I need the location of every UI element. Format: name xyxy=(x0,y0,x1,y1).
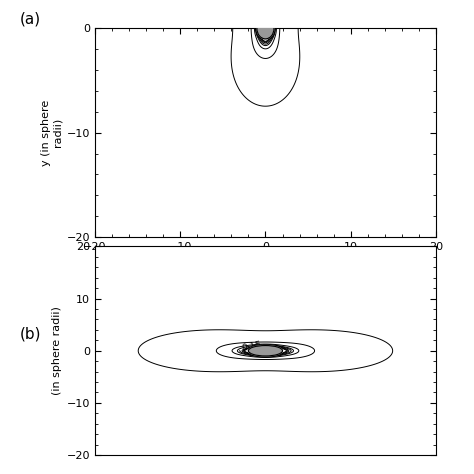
X-axis label: x (in sphere radii): x (in sphere radii) xyxy=(210,257,321,270)
Text: 0.15: 0.15 xyxy=(241,340,262,353)
Y-axis label: (in sphere radii): (in sphere radii) xyxy=(52,306,62,395)
Circle shape xyxy=(257,18,274,39)
Text: (a): (a) xyxy=(20,12,41,27)
Circle shape xyxy=(248,346,283,356)
Text: (b): (b) xyxy=(20,327,41,342)
Y-axis label: y (in sphere
radii): y (in sphere radii) xyxy=(41,100,62,166)
